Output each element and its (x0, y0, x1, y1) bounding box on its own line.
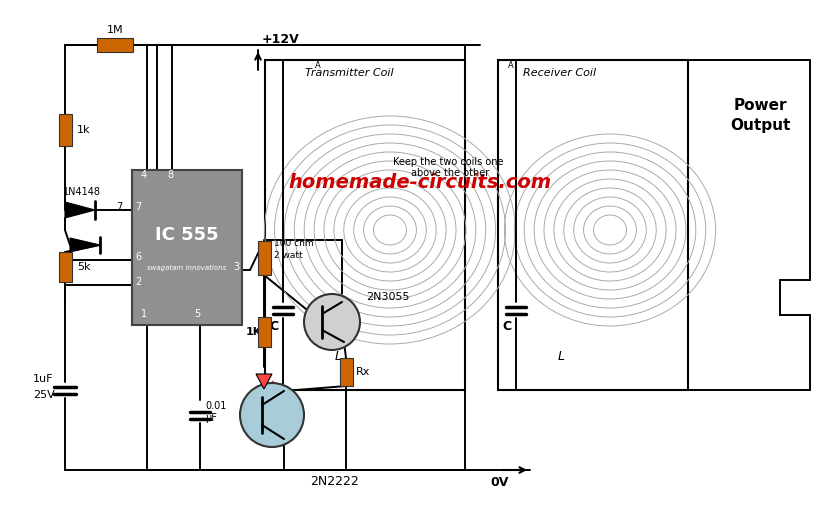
Bar (339, 358, 353, 386)
Text: L: L (335, 350, 342, 363)
Text: Power: Power (733, 98, 787, 113)
Text: 8: 8 (167, 170, 173, 180)
Text: 1K: 1K (246, 327, 262, 337)
Bar (498, 60, 688, 390)
Text: above the other: above the other (411, 168, 489, 178)
Text: C: C (502, 320, 511, 333)
Circle shape (304, 294, 360, 350)
Text: Receiver Coil: Receiver Coil (523, 68, 596, 78)
Bar (97, 38, 133, 52)
Text: 1uF: 1uF (33, 374, 53, 384)
Text: μF: μF (205, 413, 217, 423)
Text: 2 watt: 2 watt (274, 251, 303, 260)
Text: 1k: 1k (77, 125, 90, 135)
Text: IC 555: IC 555 (155, 226, 219, 244)
Text: Rx: Rx (356, 367, 370, 377)
Text: 2: 2 (135, 277, 141, 287)
Text: A: A (508, 61, 514, 70)
Text: swagatam innovations: swagatam innovations (148, 265, 227, 270)
Bar (265, 60, 465, 390)
Bar (132, 170, 242, 325)
Bar (58, 252, 71, 282)
Text: 0.01: 0.01 (205, 401, 227, 411)
Bar (257, 317, 271, 347)
Text: 1N4148: 1N4148 (63, 187, 101, 197)
Text: 25V: 25V (33, 390, 55, 400)
Polygon shape (256, 374, 272, 389)
Text: 7: 7 (115, 202, 122, 212)
Text: 4: 4 (141, 170, 147, 180)
Text: 1: 1 (141, 309, 147, 319)
Text: homemade-circuits.com: homemade-circuits.com (289, 172, 552, 192)
Text: C: C (269, 320, 278, 333)
Text: Transmitter Coil: Transmitter Coil (305, 68, 393, 78)
Text: Keep the two coils one: Keep the two coils one (393, 157, 503, 167)
Text: 5k: 5k (77, 262, 90, 272)
Text: Output: Output (730, 118, 790, 133)
Text: 3: 3 (233, 262, 239, 272)
Text: 0V: 0V (490, 476, 508, 489)
Polygon shape (70, 238, 100, 252)
Text: +12V: +12V (262, 33, 300, 46)
Text: 5: 5 (194, 309, 200, 319)
Text: 2N2222: 2N2222 (310, 475, 359, 488)
Text: L: L (558, 350, 565, 363)
Text: 2N3055: 2N3055 (366, 292, 409, 302)
Text: A: A (315, 61, 320, 70)
Circle shape (240, 383, 304, 447)
Bar (257, 241, 271, 275)
Text: 7: 7 (135, 202, 141, 212)
Bar (58, 114, 71, 146)
Text: 6: 6 (135, 252, 141, 262)
Text: 100 chm: 100 chm (274, 239, 314, 248)
Polygon shape (65, 202, 95, 218)
Text: 1M: 1M (107, 25, 124, 35)
